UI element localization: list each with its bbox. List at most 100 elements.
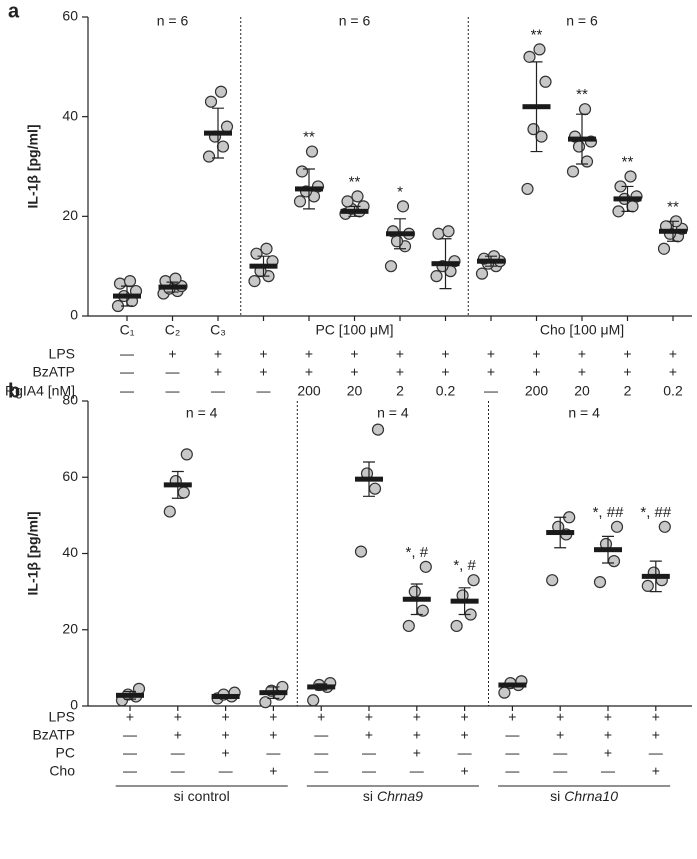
data-point: [295, 165, 309, 178]
row-value: +: [126, 709, 134, 725]
data-point: [371, 423, 385, 436]
row-value: +: [222, 745, 230, 761]
row-value: —: [362, 745, 376, 761]
data-point: [113, 277, 127, 290]
row-value: +: [174, 709, 182, 725]
y-tick-label: 20: [62, 207, 78, 223]
row-value: +: [413, 709, 421, 725]
row-label: LPS: [49, 346, 75, 362]
row-value: —: [211, 383, 225, 399]
significance: **: [667, 198, 679, 215]
row-value: —: [120, 383, 134, 399]
group-label-text: si control: [174, 788, 230, 804]
row-value: +: [441, 364, 449, 380]
row-value: —: [505, 763, 519, 779]
data-point: [658, 520, 671, 533]
data-point: [430, 270, 443, 283]
row-value: +: [578, 346, 586, 362]
row-value: —: [314, 763, 328, 779]
y-tick-label: 40: [62, 544, 78, 560]
row-value: +: [487, 346, 495, 362]
data-point: [408, 585, 421, 598]
significance: *: [397, 183, 403, 200]
row-value: +: [532, 346, 540, 362]
data-point: [216, 140, 230, 153]
data-point: [202, 150, 216, 163]
row-label: Cho: [49, 763, 75, 779]
row-value: +: [652, 727, 660, 743]
n-label: n = 4: [377, 405, 409, 421]
group-label-text: si: [363, 788, 373, 804]
row-value: —: [314, 745, 328, 761]
row-label: BzATP: [32, 364, 75, 380]
y-tick-label: 0: [70, 697, 78, 713]
data-point: [180, 448, 193, 461]
row-value: +: [269, 763, 277, 779]
row-value: —: [362, 763, 376, 779]
significance: *, #: [406, 544, 429, 561]
data-point: [177, 486, 190, 499]
data-point: [475, 267, 489, 280]
data-point: [402, 619, 415, 633]
mean-bar: [116, 692, 144, 698]
data-point: [566, 165, 580, 178]
row-value: —: [166, 383, 180, 399]
mean-bar: [386, 231, 414, 237]
data-point: [384, 260, 398, 273]
data-point: [163, 505, 176, 518]
panel-letter: a: [8, 0, 20, 22]
mean-bar: [259, 690, 288, 696]
data-point: [250, 247, 263, 260]
data-point: [214, 85, 228, 98]
row-value: —: [123, 763, 137, 779]
data-point: [432, 227, 445, 240]
row-value: 0.2: [436, 383, 456, 399]
row-value: —: [484, 383, 498, 399]
row-value: +: [487, 364, 495, 380]
row-value: —: [410, 763, 424, 779]
mean-bar: [158, 284, 187, 290]
data-point: [307, 694, 320, 707]
data-point: [572, 140, 586, 153]
row-value: +: [604, 727, 612, 743]
mean-bar: [307, 684, 336, 690]
row-value: +: [259, 364, 267, 380]
n-label: n = 6: [566, 13, 598, 29]
data-point: [521, 182, 534, 196]
n-label: n = 6: [339, 13, 371, 29]
n-label: n = 6: [157, 13, 189, 29]
significance: **: [349, 173, 361, 190]
row-label: PC: [56, 745, 75, 761]
row-value: —: [505, 745, 519, 761]
row-value: —: [166, 364, 180, 380]
mean-bar: [450, 598, 479, 604]
row-value: —: [123, 745, 137, 761]
row-value: +: [669, 346, 677, 362]
data-point: [204, 95, 218, 108]
row-value: +: [222, 709, 230, 725]
data-point: [624, 170, 637, 183]
row-value: +: [396, 346, 404, 362]
row-value: +: [269, 709, 277, 725]
data-point: [578, 103, 592, 116]
row-value: —: [123, 727, 137, 743]
data-point: [169, 272, 182, 285]
row-value: 20: [574, 383, 590, 399]
mean-bar: [498, 682, 527, 688]
mean-bar: [594, 547, 622, 553]
row-value: +: [168, 346, 176, 362]
group-label: si Chrna10: [550, 788, 618, 804]
row-value: +: [508, 709, 516, 725]
row-value: —: [257, 383, 271, 399]
row-value: —: [171, 745, 185, 761]
data-point: [641, 579, 654, 593]
data-point: [419, 560, 432, 573]
row-value: 2: [396, 383, 404, 399]
data-point: [467, 574, 480, 587]
y-axis-label: IL-1β [pg/ml]: [25, 512, 41, 596]
data-point: [248, 275, 261, 288]
row-value: +: [317, 709, 325, 725]
mean-bar: [613, 196, 642, 202]
row-value: +: [532, 364, 540, 380]
group-label: si control: [174, 788, 230, 804]
